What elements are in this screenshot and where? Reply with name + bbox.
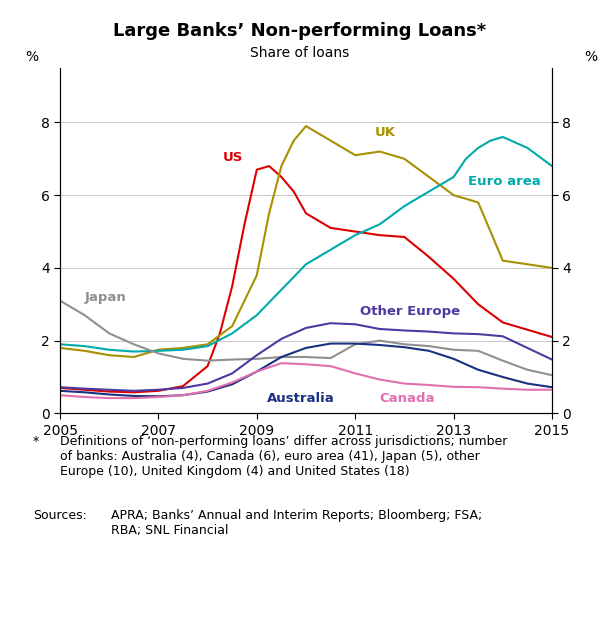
Text: Euro area: Euro area	[469, 175, 541, 188]
Text: APRA; Banks’ Annual and Interim Reports; Bloomberg; FSA;
RBA; SNL Financial: APRA; Banks’ Annual and Interim Reports;…	[111, 509, 482, 537]
Text: *: *	[33, 435, 39, 448]
Text: Large Banks’ Non-performing Loans*: Large Banks’ Non-performing Loans*	[113, 22, 487, 39]
Text: Canada: Canada	[380, 392, 436, 405]
Text: Australia: Australia	[266, 392, 334, 405]
Text: UK: UK	[375, 126, 396, 139]
Text: Japan: Japan	[85, 291, 127, 304]
Text: US: US	[223, 151, 243, 164]
Text: Sources:: Sources:	[33, 509, 87, 522]
Text: Share of loans: Share of loans	[250, 46, 350, 60]
Text: %: %	[584, 51, 597, 64]
Text: Other Europe: Other Europe	[360, 305, 460, 318]
Text: Definitions of ‘non-performing loans’ differ across jurisdictions; number
of ban: Definitions of ‘non-performing loans’ di…	[60, 435, 508, 478]
Text: %: %	[26, 51, 38, 64]
